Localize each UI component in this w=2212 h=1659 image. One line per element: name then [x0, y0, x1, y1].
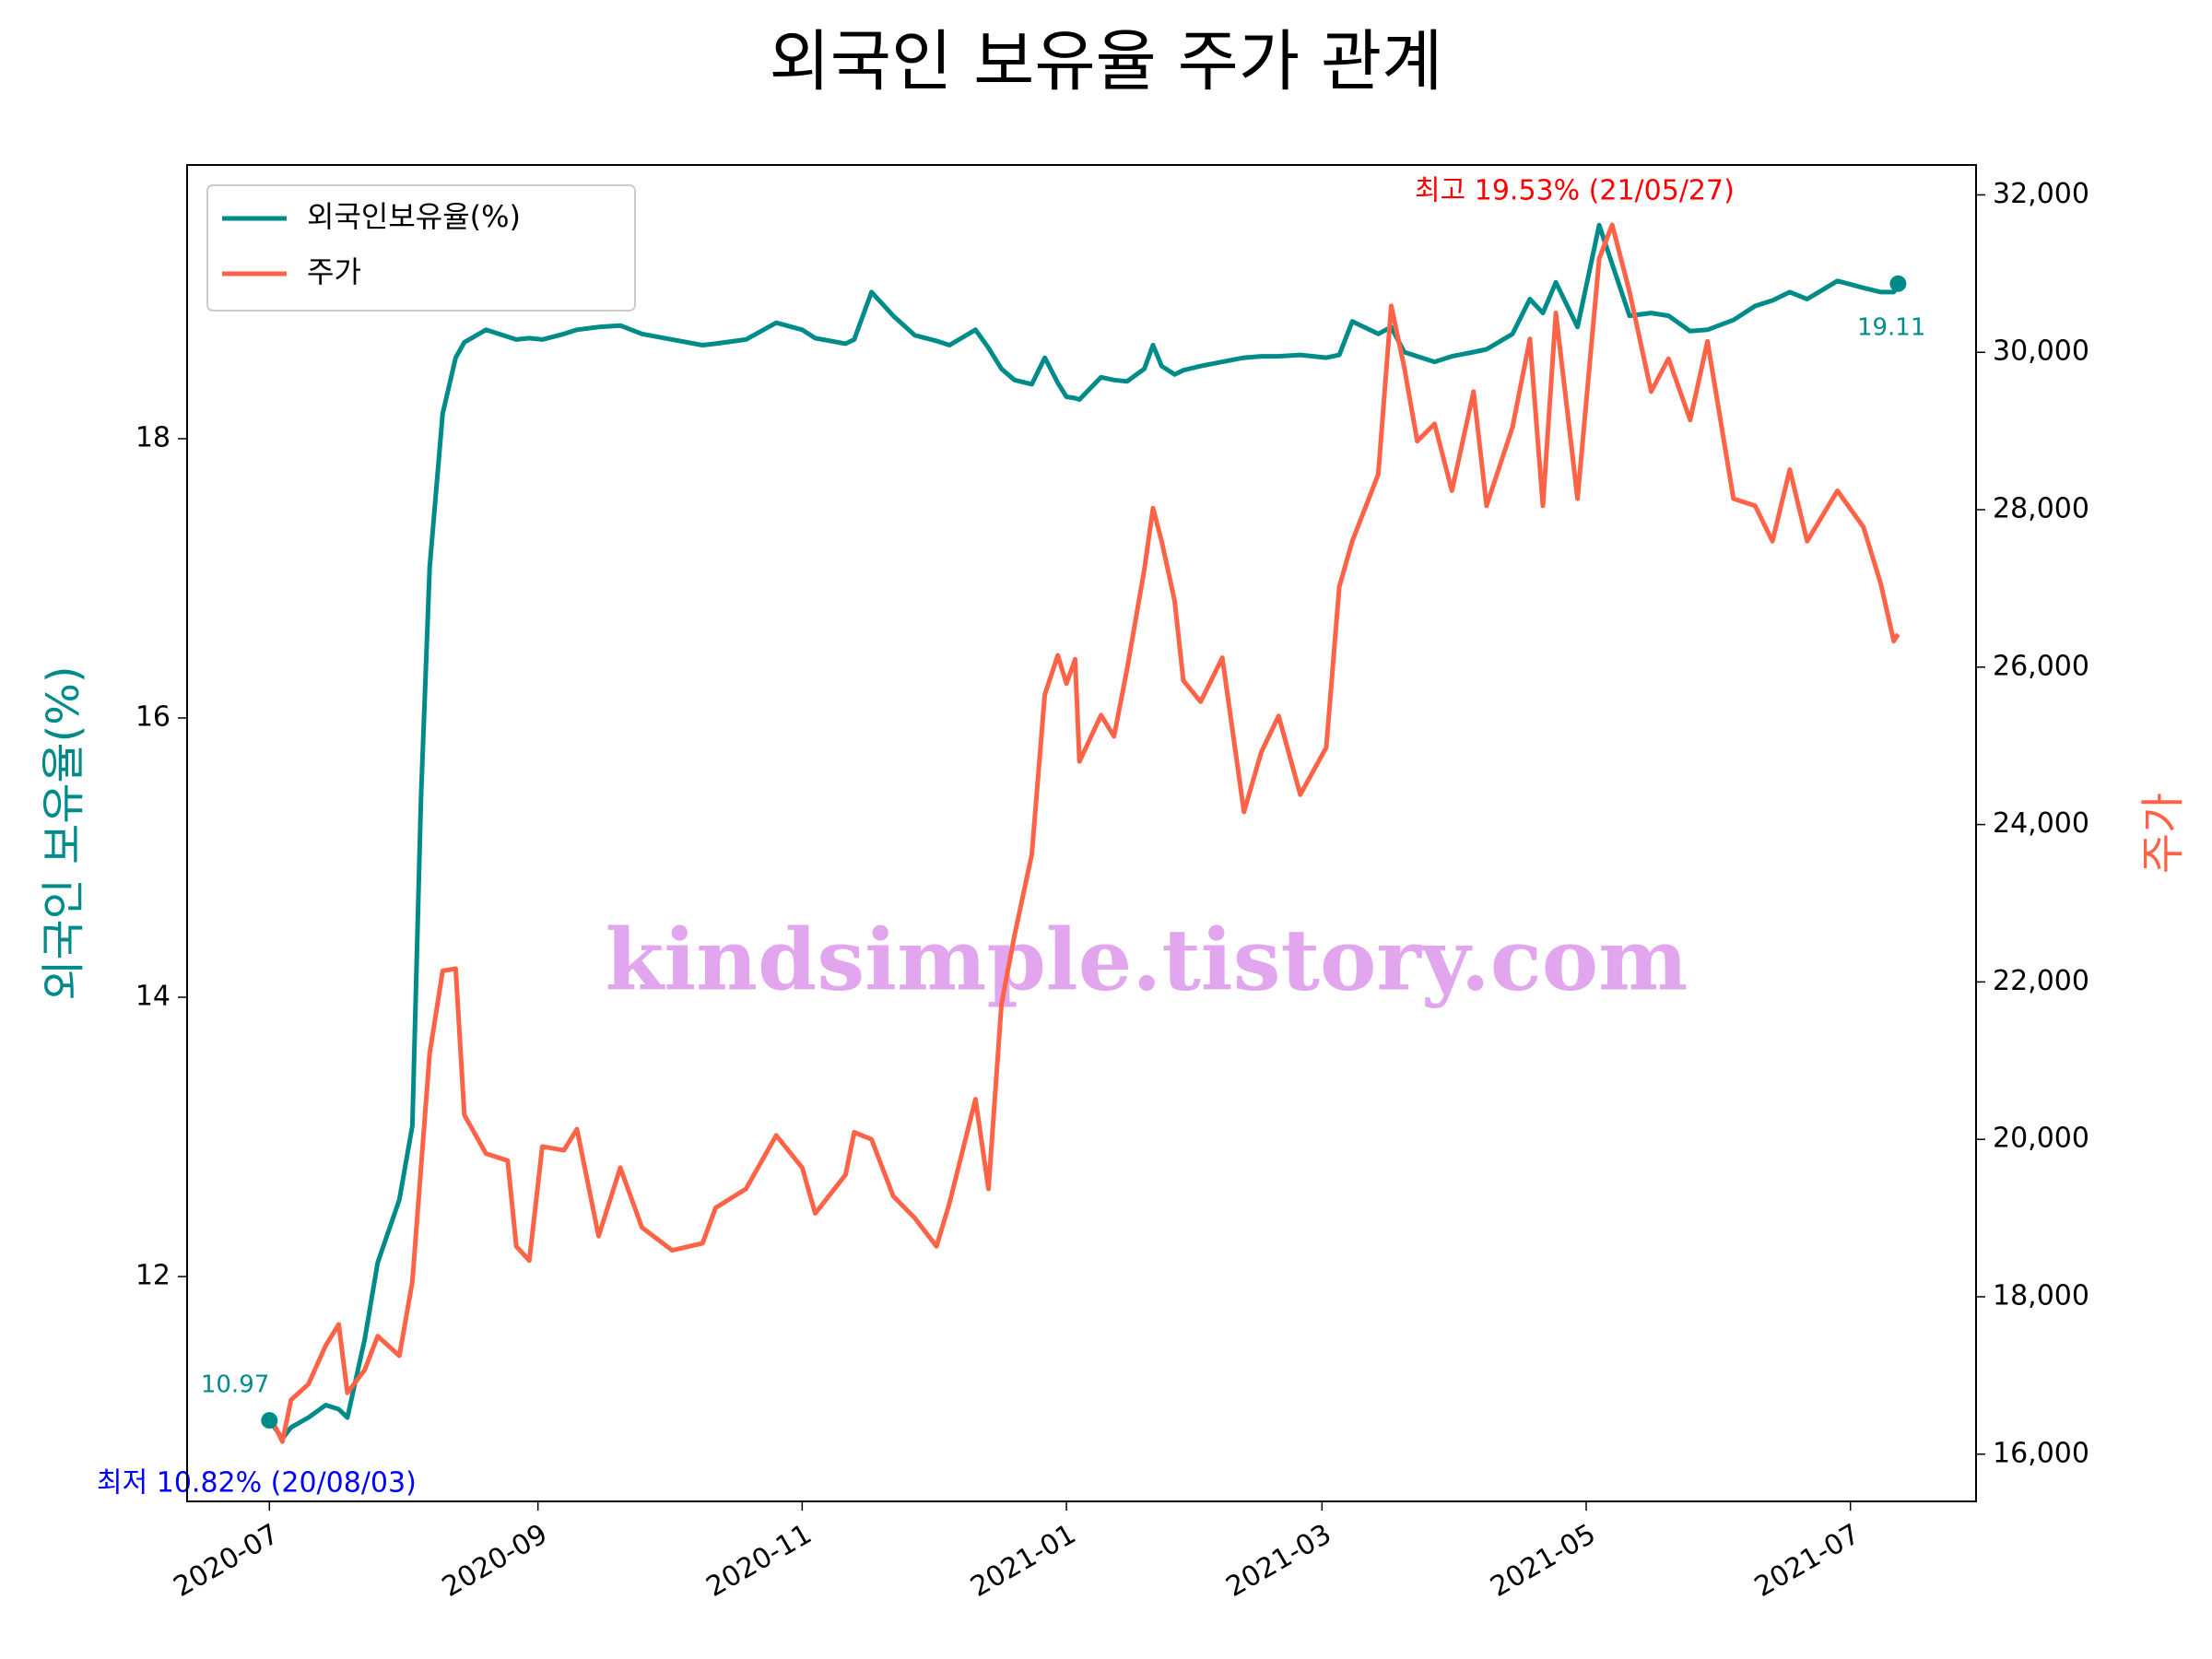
y2-tick-label: 32,000	[1993, 178, 2089, 210]
y-axis-label: 외국인 보유율(%)	[38, 665, 89, 1000]
y2-tick-label: 22,000	[1993, 965, 2089, 997]
y2-tick-label: 24,000	[1993, 807, 2089, 840]
value-label: 19.11	[1857, 313, 1925, 341]
y2-tick-label: 26,000	[1993, 650, 2089, 682]
value-label: 10.97	[201, 1371, 269, 1399]
legend-label: 주가	[307, 254, 361, 289]
watermark: kindsimple.tistory.com	[605, 911, 1688, 1010]
y-tick-label: 12	[135, 1260, 171, 1292]
legend-label: 외국인보유율(%)	[307, 199, 521, 234]
y2-tick-label: 20,000	[1993, 1123, 2089, 1155]
legend: 외국인보유율(%) 주가	[206, 184, 636, 312]
series-line	[267, 222, 1900, 1441]
annotation: 최고 19.53% (21/05/27)	[1415, 175, 1735, 207]
y-tick-label: 18	[135, 421, 171, 453]
chart-title: 외국인 보유율 주가 관계	[769, 23, 1442, 100]
end-marker	[1889, 275, 1907, 292]
y-tick-label: 16	[135, 701, 171, 734]
plot-frame	[186, 164, 1977, 1502]
series-line	[267, 222, 1900, 1444]
annotation: 최저 10.82% (20/08/03)	[97, 1467, 417, 1500]
y2-axis-label: 주가	[2137, 793, 2189, 874]
legend-box	[206, 184, 636, 312]
y2-tick-label: 28,000	[1993, 493, 2089, 525]
y2-tick-label: 30,000	[1993, 335, 2089, 368]
y2-tick-label: 18,000	[1993, 1279, 2089, 1312]
y-tick-label: 14	[135, 981, 171, 1013]
end-marker	[261, 1412, 278, 1430]
y2-tick-label: 16,000	[1993, 1437, 2089, 1469]
